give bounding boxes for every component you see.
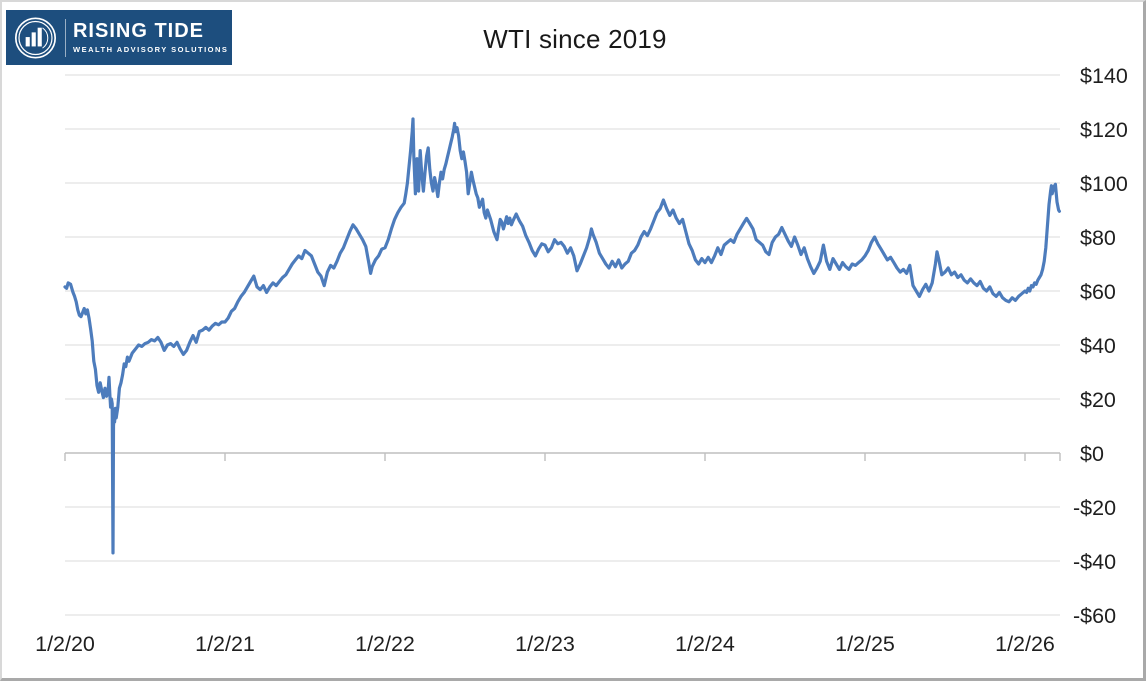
x-axis-tick-label: 1/2/21 [195,632,255,656]
x-axis-tick-label: 1/2/25 [835,632,895,656]
x-axis-tick-label: 1/2/26 [995,632,1055,656]
x-axis-tick-label: 1/2/24 [675,632,735,656]
rising-tide-logo: RISING TIDE WEALTH ADVISORY SOLUTIONS [6,10,232,65]
y-axis-tick-label: $40 [1080,334,1116,358]
x-axis-tick-label: 1/2/22 [355,632,415,656]
y-axis-tick-label: $140 [1080,64,1128,88]
wti-price-line [63,117,1062,555]
y-axis-tick-label: $100 [1080,172,1128,196]
logo-divider [64,18,66,57]
chart-title: WTI since 2019 [483,24,667,54]
y-axis-tick-label: $60 [1080,280,1116,304]
y-axis-tick-label: $20 [1080,388,1116,412]
y-axis-tick-label: -$40 [1073,550,1116,574]
y-axis-tick-label: $0 [1080,442,1104,466]
logo-subtitle: WEALTH ADVISORY SOLUTIONS [72,45,229,54]
logo-title: RISING TIDE [72,20,204,42]
x-axis-tick-label: 1/2/23 [515,632,575,656]
y-axis-tick-label: $80 [1080,226,1116,250]
y-axis-tick-label: $120 [1080,118,1128,142]
x-axis-tick-label: 1/2/20 [35,632,95,656]
y-axis-tick-label: -$20 [1073,496,1116,520]
rising-tide-logo-icon [14,16,57,59]
y-axis-tick-label: -$60 [1073,604,1116,628]
